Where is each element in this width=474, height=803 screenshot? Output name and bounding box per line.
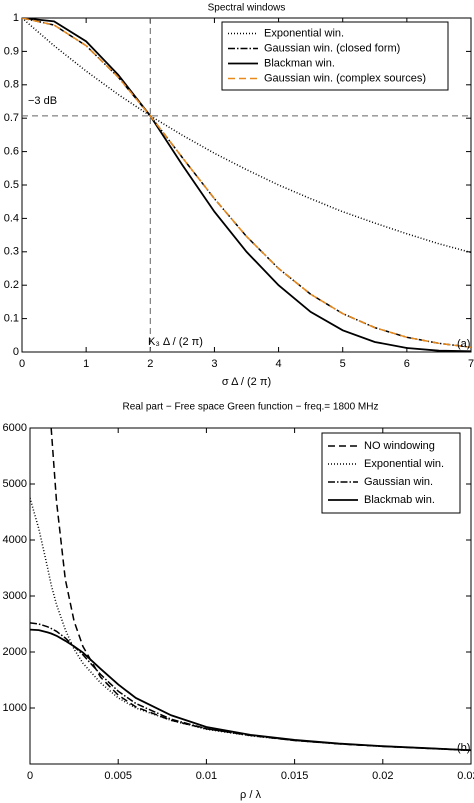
x-axis-label: ρ / λ [240,789,261,801]
annotation: (b) [457,742,470,754]
y-tick-label: 0.6 [4,146,19,158]
chart-title: Spectral windows [208,3,286,14]
legend-label: Exponential win. [264,27,344,39]
x-tick-label: 2 [147,358,153,370]
legend-label: Gaussian win. (complex sources) [264,72,426,84]
plot-area [30,428,471,752]
annotation: (a) [457,338,470,350]
legend-label: Gaussian win. (closed form) [264,42,400,54]
x-tick-label: 0 [27,770,33,782]
y-tick-label: 0.5 [4,179,19,191]
x-axis-label: σ Δ / (2 π) [222,376,271,388]
y-tick-label: 5000 [3,478,27,490]
series-line [30,628,471,752]
legend-label: Gaussian win. [364,476,433,488]
y-tick-label: 0.1 [4,313,19,325]
y-tick-label: 1000 [3,702,27,714]
x-tick-label: 0.01 [196,770,217,782]
plot-area [22,18,471,352]
x-tick-label: 0.025 [457,770,474,782]
y-tick-label: 0.2 [4,279,19,291]
y-tick-label: 0.3 [4,246,19,258]
y-tick-label: 4000 [3,534,27,546]
y-tick-label: 6000 [3,422,27,434]
y-tick-label: 0.9 [4,45,19,57]
series-line [22,18,471,254]
x-tick-label: 1 [83,358,89,370]
y-tick-label: 0.8 [4,79,19,91]
x-tick-label: 4 [276,358,282,370]
y-tick-label: 0.4 [4,212,19,224]
series-line [30,497,471,752]
x-tick-label: 0.005 [104,770,132,782]
y-tick-label: 3000 [3,590,27,602]
annotation: −3 dB [28,95,57,107]
y-tick-label: 0 [13,346,19,358]
x-tick-label: 0 [19,358,25,370]
x-tick-label: 3 [211,358,217,370]
chart-title: Real part − Free space Green function − … [123,402,379,413]
legend-box [221,21,449,91]
y-tick-label: 1 [13,12,19,24]
x-tick-label: 0.02 [372,770,393,782]
x-tick-label: 5 [340,358,346,370]
legend-label: Blackmab win. [364,494,435,506]
x-tick-label: 0.015 [281,770,309,782]
annotation: K₃ Δ / (2 π) [148,336,203,348]
series-line [22,18,471,352]
x-tick-label: 6 [404,358,410,370]
y-tick-label: 0.7 [4,112,19,124]
x-tick-label: 7 [468,358,474,370]
legend-label: Exponential win. [364,458,444,470]
legend-label: NO windowing [364,440,435,452]
y-tick-label: 2000 [3,646,27,658]
series-line [22,18,471,349]
legend-label: Blackman win. [264,57,335,69]
series-line [30,622,471,751]
